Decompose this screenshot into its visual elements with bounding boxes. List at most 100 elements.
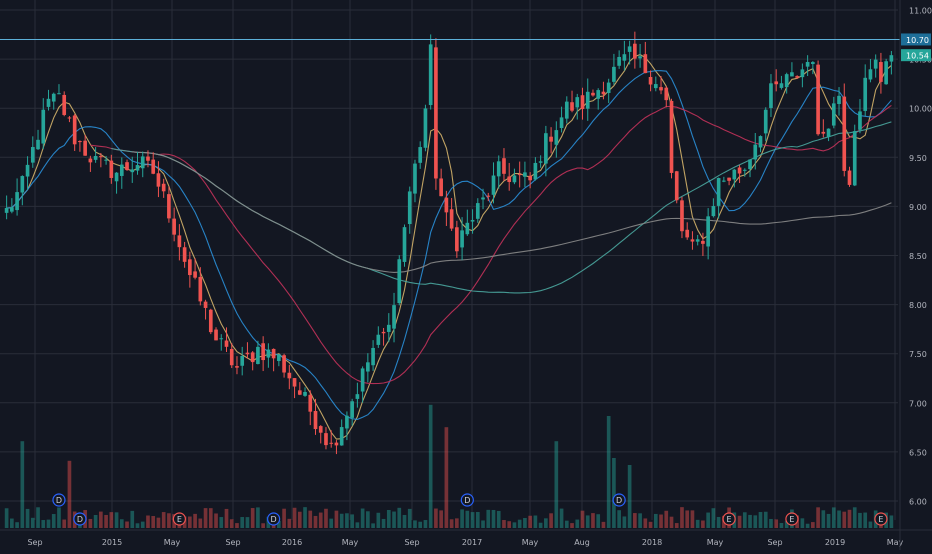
candle-body — [167, 194, 171, 219]
volume-bar — [669, 516, 674, 528]
candle-body — [465, 222, 470, 235]
candle-body — [57, 93, 61, 95]
candle-body — [140, 156, 145, 169]
candle-body — [25, 164, 30, 177]
volume-bar — [350, 514, 354, 528]
candle-body — [842, 96, 847, 171]
volume-bar — [753, 515, 758, 528]
volume-bar — [444, 427, 449, 528]
candle-body — [455, 227, 459, 252]
x-tick-label: Aug — [574, 538, 590, 547]
volume-bar — [355, 522, 360, 528]
volume-bar — [517, 519, 522, 528]
candle-body — [606, 82, 611, 94]
volume-bar — [643, 518, 648, 528]
volume-bar — [685, 510, 690, 528]
candle-body — [858, 111, 862, 130]
candle-body — [214, 329, 218, 341]
volume-bar — [523, 518, 527, 528]
candle-body — [444, 197, 449, 213]
volume-bar — [376, 512, 381, 528]
volume-bar — [303, 507, 307, 528]
volume-bar — [585, 515, 590, 528]
y-tick-label: 8.50 — [909, 252, 927, 261]
volume-bar — [407, 508, 412, 528]
volume-bar — [25, 508, 30, 528]
volume-bar — [612, 458, 616, 528]
dividend-marker[interactable]: D — [460, 493, 474, 507]
candle-body — [795, 76, 799, 78]
candle-body — [51, 93, 56, 102]
volume-bar — [868, 521, 873, 528]
candle-body — [83, 140, 87, 156]
volume-bar — [130, 510, 135, 528]
earnings-marker[interactable]: E — [785, 512, 799, 526]
candle-body — [161, 183, 166, 192]
volume-bar — [125, 521, 129, 528]
event-marker-label: D — [56, 496, 62, 505]
candle-body — [329, 442, 334, 444]
y-tick-label: 11.00 — [909, 7, 932, 16]
volume-bar — [826, 513, 831, 528]
candle-body — [193, 271, 197, 278]
candle-body — [292, 378, 297, 387]
candle-body — [339, 427, 344, 446]
volume-bar — [371, 523, 375, 528]
candle-body — [580, 95, 585, 110]
x-tick-label: Sep — [225, 538, 240, 547]
candle-body — [826, 128, 831, 138]
event-marker-label: D — [77, 515, 83, 524]
event-markers[interactable]: D D E D D D E E E — [52, 493, 888, 526]
volume-bar — [366, 511, 370, 528]
candle-body — [245, 352, 250, 355]
price-level-badge — [901, 33, 931, 46]
volume-bar — [460, 509, 464, 528]
dividend-marker[interactable]: D — [267, 512, 281, 526]
candle-body — [538, 161, 543, 163]
candle-body — [674, 171, 679, 201]
earnings-marker[interactable]: E — [722, 512, 736, 526]
earnings-marker[interactable]: E — [172, 512, 186, 526]
volume-bar — [339, 513, 344, 528]
candle-body — [182, 247, 187, 262]
x-tick-label: 2017 — [462, 538, 482, 547]
dividend-marker[interactable]: D — [73, 512, 87, 526]
volume-bar — [250, 508, 255, 528]
candle-body — [837, 95, 841, 104]
volume-bar — [470, 512, 475, 528]
candle-body — [475, 203, 480, 219]
dividend-marker[interactable]: D — [52, 493, 66, 507]
candle-body — [130, 169, 135, 173]
candle-body — [512, 175, 517, 183]
volume-bar — [837, 510, 841, 528]
volume-bar — [261, 523, 265, 528]
event-marker-label: E — [878, 515, 883, 524]
volume-bar — [198, 518, 203, 528]
y-tick-label: 9.50 — [909, 154, 927, 163]
volume-bar — [601, 521, 606, 528]
dividend-marker[interactable]: D — [612, 493, 626, 507]
volume-bar — [208, 508, 213, 528]
candle-body — [622, 54, 627, 61]
candle-body — [763, 109, 768, 134]
volume-bar — [842, 511, 847, 528]
volume-bar — [240, 517, 245, 528]
volume-bar — [99, 511, 103, 528]
candle-body — [219, 338, 224, 340]
candle-body — [10, 207, 14, 212]
volume-bar — [277, 520, 281, 528]
volume-bar — [151, 516, 156, 528]
earnings-marker[interactable]: E — [874, 512, 888, 526]
y-tick-label: 9.00 — [909, 203, 927, 212]
volume-bar — [297, 511, 302, 528]
candle-body — [119, 164, 124, 176]
candle-body — [627, 46, 632, 52]
candle-body — [638, 56, 642, 59]
event-marker-label: D — [271, 515, 277, 524]
volume-bar — [554, 441, 559, 528]
horizontal-line[interactable]: 10.70 — [0, 33, 931, 46]
candle-body — [402, 227, 407, 262]
candle-body — [570, 102, 574, 111]
